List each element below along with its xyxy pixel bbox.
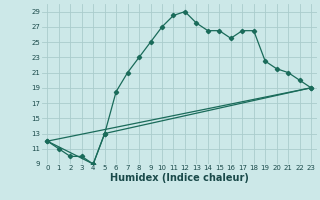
X-axis label: Humidex (Indice chaleur): Humidex (Indice chaleur) <box>110 173 249 183</box>
